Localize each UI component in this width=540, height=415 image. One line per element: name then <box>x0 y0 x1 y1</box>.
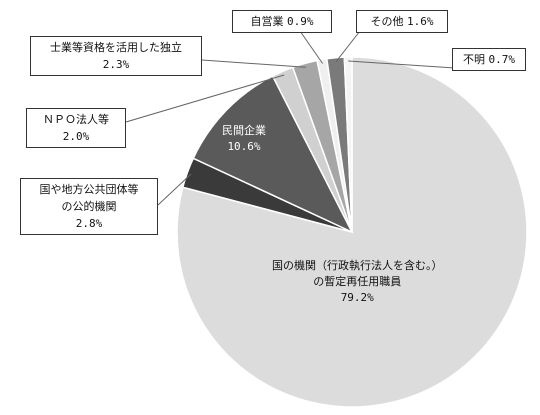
leader-line-other <box>335 30 361 63</box>
callout-other: その他 1.6% <box>356 10 448 33</box>
callout-other-value: 1.6% <box>407 15 434 28</box>
callout-licensed-professional-value: 2.3% <box>102 58 130 71</box>
callout-public-organizations-line2: の公的機関 <box>61 200 117 213</box>
callout-npo: ＮＰＯ法人等 2.0% <box>26 108 126 148</box>
callout-self-employed-label: 自営業 <box>250 15 284 28</box>
callout-other-label: その他 <box>370 15 404 28</box>
callout-public-organizations: 国や地方公共団体等 の公的機関 2.8% <box>20 178 158 235</box>
callout-npo-line1: ＮＰＯ法人等 <box>43 113 109 126</box>
callout-npo-value: 2.0% <box>62 130 90 143</box>
callout-licensed-professional-line1: 士業等資格を活用した独立 <box>50 41 182 54</box>
callout-self-employed: 自営業 0.9% <box>232 10 332 33</box>
callout-public-organizations-line1: 国や地方公共団体等 <box>39 183 139 196</box>
leader-lines <box>125 30 471 206</box>
slice-value-private-company: 10.6% <box>227 140 261 153</box>
leader-line-unknown <box>348 60 471 70</box>
callout-licensed-professional: 士業等資格を活用した独立 2.3% <box>30 36 202 76</box>
slice-private-company <box>192 75 354 234</box>
leader-line-public-organizations <box>157 173 192 206</box>
slice-value-national-agency: 79.2% <box>340 291 374 304</box>
slice-label-national-agency-line1: 国の機関（行政執行法人を含む。） <box>272 259 443 272</box>
slice-national-agency <box>176 56 528 408</box>
slice-unknown <box>343 56 353 233</box>
callout-self-employed-value: 0.9% <box>287 15 314 28</box>
leader-line-npo <box>125 74 285 123</box>
slice-label-national-agency: 国の機関（行政執行法人を含む。） の暫定再任用職員 79.2% <box>272 258 443 306</box>
leader-line-licensed-professional <box>201 59 306 68</box>
slice-label-private-company: 民間企業 10.6% <box>222 123 266 155</box>
slice-label-national-agency-line2: の暫定再任用職員 <box>313 275 402 288</box>
callout-unknown: 不明 0.7% <box>452 48 526 71</box>
callout-unknown-value: 0.7% <box>488 53 516 66</box>
callout-public-organizations-value: 2.8% <box>75 217 103 230</box>
pie-slices <box>176 56 528 408</box>
callout-unknown-label: 不明 <box>463 53 485 66</box>
leader-line-self-employed <box>299 30 324 64</box>
slice-label-private-company-line1: 民間企業 <box>222 124 266 137</box>
